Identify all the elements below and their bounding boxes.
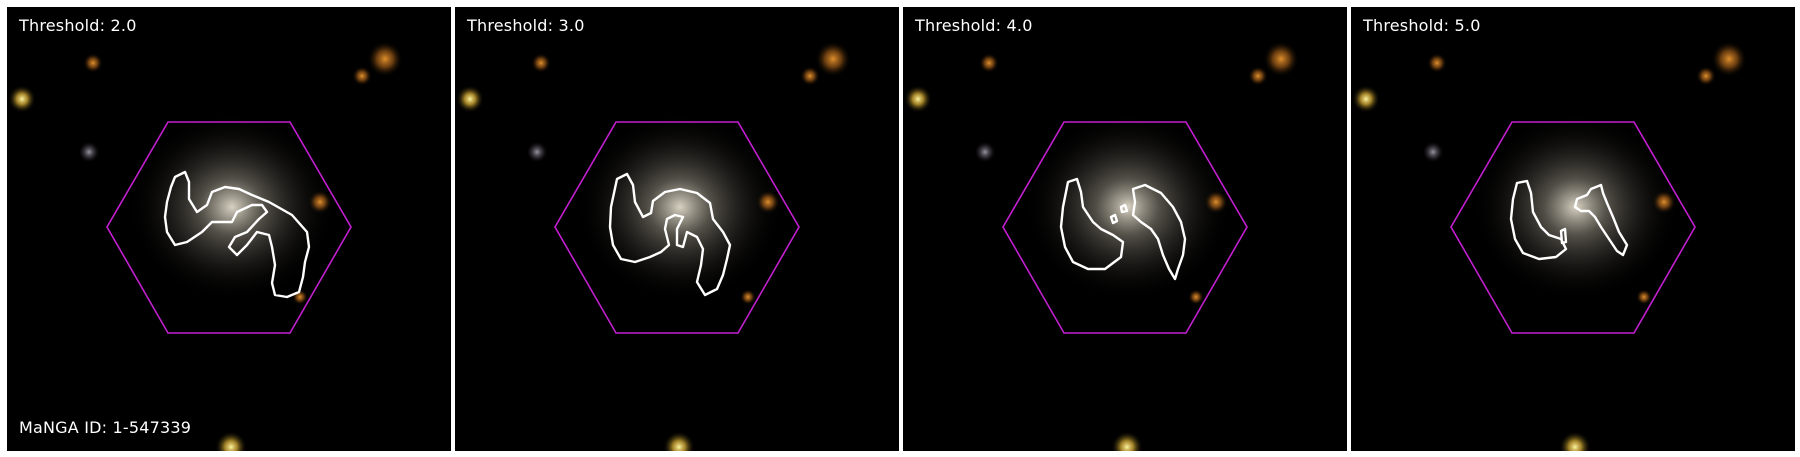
- galaxy-image: [455, 7, 899, 451]
- contour: [1059, 177, 1187, 281]
- panel-threshold-4: Threshold: 4.0: [903, 7, 1347, 451]
- star: [1263, 41, 1299, 77]
- threshold-label: Threshold: 4.0: [915, 16, 1033, 35]
- threshold-label: Threshold: 2.0: [19, 16, 137, 35]
- galaxy-glow: [1023, 112, 1233, 302]
- ifu-hexagon: [554, 121, 800, 334]
- ifu-hexagon: [1450, 121, 1696, 334]
- star: [83, 53, 103, 73]
- star: [215, 431, 247, 451]
- star: [456, 85, 484, 113]
- star: [308, 190, 332, 214]
- star: [1352, 85, 1380, 113]
- ifu-hexagon: [106, 121, 352, 334]
- star: [526, 141, 548, 163]
- galaxy-image: [7, 7, 451, 451]
- ifu-hexagon: [1002, 121, 1248, 334]
- star: [531, 53, 551, 73]
- star: [815, 41, 851, 77]
- threshold-label: Threshold: 3.0: [467, 16, 585, 35]
- star: [1696, 66, 1716, 86]
- panel-threshold-3: Threshold: 3.0: [455, 7, 899, 451]
- star: [904, 85, 932, 113]
- panel-threshold-2: Threshold: 2.0 MaNGA ID: 1-547339: [7, 7, 451, 451]
- panel-threshold-5: Threshold: 5.0: [1351, 7, 1795, 451]
- star: [979, 53, 999, 73]
- star: [1111, 431, 1143, 451]
- galaxy-image: [1351, 7, 1795, 451]
- manga-id-label: MaNGA ID: 1-547339: [19, 418, 192, 437]
- star: [352, 66, 372, 86]
- star: [1711, 41, 1747, 77]
- star: [1248, 66, 1268, 86]
- star: [800, 66, 820, 86]
- star: [8, 85, 36, 113]
- star: [367, 41, 403, 77]
- galaxy-image: [903, 7, 1347, 451]
- contour: [608, 172, 732, 297]
- star: [78, 141, 100, 163]
- star: [740, 289, 756, 305]
- star: [1427, 53, 1447, 73]
- star: [1188, 289, 1204, 305]
- star: [756, 190, 780, 214]
- star: [974, 141, 996, 163]
- star: [1204, 190, 1228, 214]
- galaxy-glow: [127, 112, 337, 302]
- star: [1652, 190, 1676, 214]
- star: [1559, 431, 1591, 451]
- star: [1636, 289, 1652, 305]
- star: [1422, 141, 1444, 163]
- threshold-label: Threshold: 5.0: [1363, 16, 1481, 35]
- contour: [1509, 179, 1629, 261]
- star: [663, 431, 695, 451]
- galaxy-glow: [575, 112, 785, 302]
- contour: [163, 170, 311, 299]
